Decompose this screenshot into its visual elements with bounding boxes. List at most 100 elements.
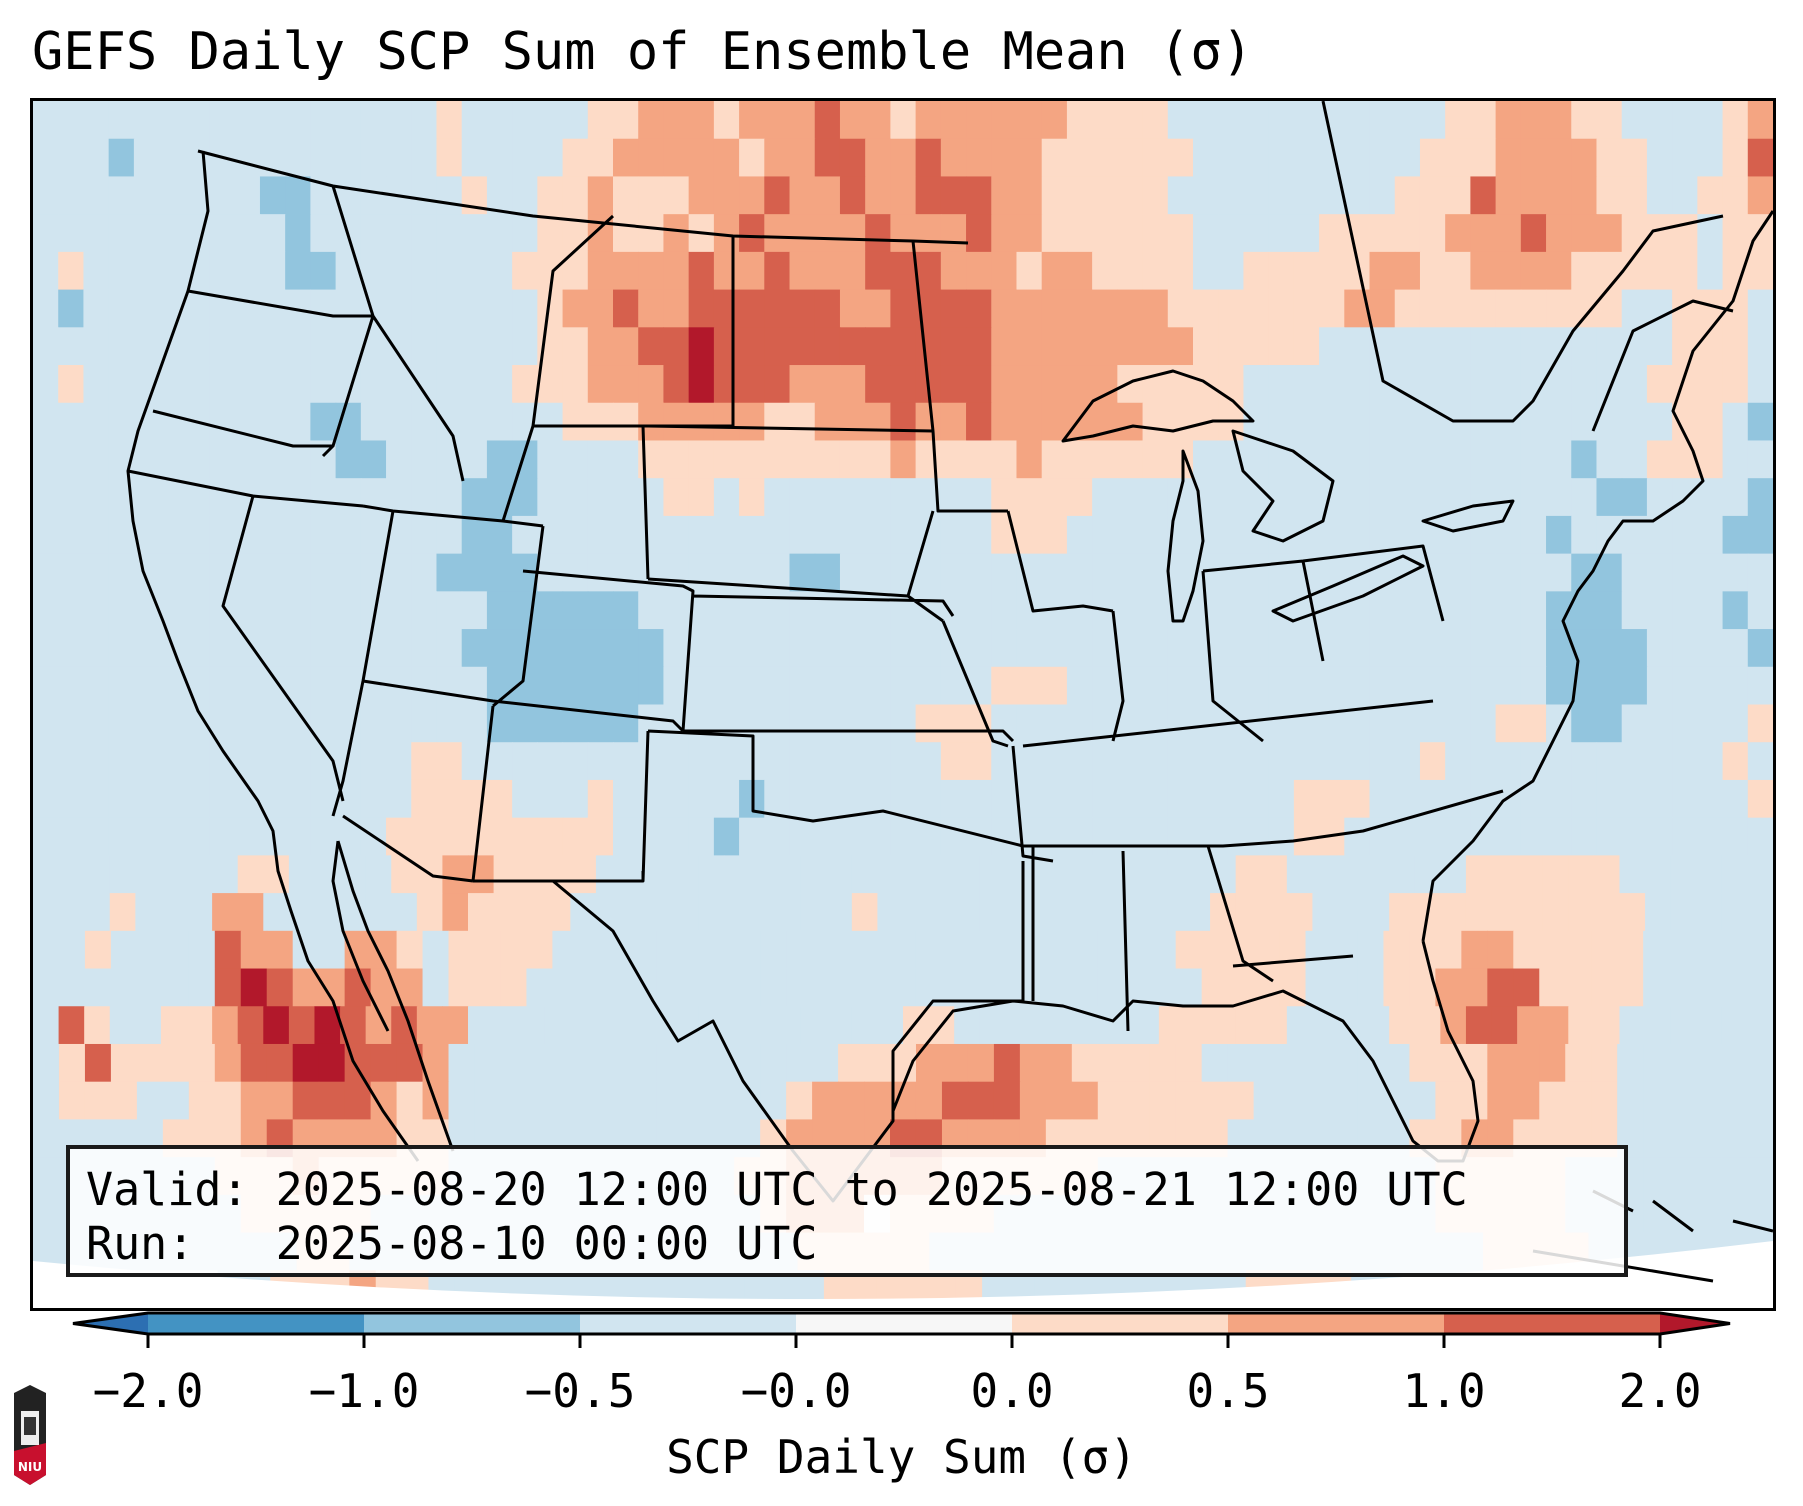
grid-cell	[775, 855, 802, 894]
grid-cell	[486, 553, 513, 592]
grid-cell	[587, 440, 614, 479]
grid-cell	[1243, 138, 1270, 178]
grid-cell	[58, 817, 85, 856]
grid-cell	[1722, 402, 1749, 442]
grid-cell	[537, 440, 564, 479]
grid-cell	[839, 742, 866, 781]
grid-cell	[786, 930, 813, 970]
grid-cell	[1495, 629, 1522, 668]
grid-cell	[184, 327, 211, 366]
grid-cell	[240, 968, 268, 1007]
grid-cell	[1319, 251, 1345, 291]
grid-cell	[713, 176, 740, 215]
grid-cell	[209, 779, 236, 819]
grid-cell	[1491, 855, 1518, 894]
grid-cell	[764, 402, 791, 442]
grid-cell	[259, 402, 286, 442]
grid-cell	[486, 779, 513, 819]
grid-cell	[1520, 251, 1547, 291]
grid-cell	[1747, 478, 1773, 517]
grid-cell	[58, 289, 85, 328]
grid-cell	[108, 779, 135, 819]
grid-cell	[966, 251, 992, 291]
grid-cell	[1268, 402, 1295, 442]
grid-cell	[1117, 515, 1144, 555]
grid-cell	[1643, 930, 1670, 970]
grid-cell	[335, 138, 362, 178]
grid-cell	[335, 591, 362, 630]
grid-cell	[416, 1006, 444, 1045]
grid-cell	[865, 138, 891, 178]
grid-cell	[486, 365, 513, 404]
grid-cell	[1175, 930, 1203, 970]
grid-cell	[411, 742, 438, 781]
grid-cell	[1721, 930, 1748, 970]
grid-cell	[436, 779, 463, 819]
grid-cell	[814, 176, 841, 215]
grid-cell	[411, 440, 438, 479]
grid-cell	[1596, 742, 1623, 781]
grid-cell	[1445, 553, 1471, 592]
grid-cell	[682, 930, 709, 970]
grid-cell	[1357, 930, 1385, 970]
grid-cell	[386, 289, 412, 328]
grid-cell	[839, 779, 866, 819]
grid-cell	[288, 855, 316, 894]
grid-cell	[1621, 779, 1648, 819]
grid-cell	[562, 289, 589, 328]
grid-cell	[1016, 327, 1043, 366]
grid-cell	[1293, 214, 1320, 253]
grid-cell	[1721, 1157, 1748, 1196]
grid-cell	[764, 327, 791, 366]
grid-cell	[1293, 327, 1320, 366]
grid-cell	[890, 365, 917, 404]
grid-cell	[1243, 666, 1270, 706]
grid-cell	[814, 440, 841, 479]
grid-cell	[1539, 968, 1566, 1007]
grid-cell	[159, 553, 185, 592]
grid-cell	[663, 591, 690, 630]
grid-cell	[613, 289, 639, 328]
grid-cell	[1218, 817, 1245, 856]
grid-cell	[1591, 968, 1618, 1007]
grid-cell	[1293, 402, 1320, 442]
grid-cell	[1419, 365, 1446, 404]
grid-cell	[1445, 779, 1471, 819]
grid-cell	[1747, 1119, 1773, 1158]
grid-cell	[1066, 478, 1093, 517]
grid-cell	[1041, 817, 1068, 856]
grid-cell	[789, 214, 816, 253]
grid-cell	[512, 327, 538, 366]
grid-cell	[411, 779, 438, 819]
grid-cell	[562, 515, 589, 555]
grid-cell	[739, 365, 765, 404]
grid-cell	[474, 1081, 502, 1121]
grid-cell	[890, 402, 917, 442]
grid-cell	[133, 704, 160, 743]
grid-cell	[259, 251, 286, 291]
grid-cell	[310, 478, 337, 517]
grid-cell	[1369, 591, 1396, 630]
grid-cell	[1596, 817, 1623, 856]
grid-cell	[162, 968, 190, 1007]
grid-cell	[688, 553, 715, 592]
grid-cell	[587, 365, 614, 404]
grid-cell	[764, 704, 791, 743]
grid-cell	[1596, 515, 1623, 555]
grid-cell	[621, 1006, 648, 1045]
grid-cell	[335, 327, 362, 366]
grid-cell	[108, 402, 135, 442]
grid-cell	[83, 289, 110, 328]
grid-cell	[1235, 1006, 1262, 1045]
grid-cell	[411, 666, 438, 706]
grid-cell	[335, 629, 362, 668]
grid-cell	[1389, 1006, 1416, 1045]
grid-cell	[519, 855, 546, 894]
grid-cell	[1344, 327, 1371, 366]
grid-cell	[500, 1081, 528, 1121]
grid-cell	[411, 101, 438, 140]
grid-cell	[83, 251, 110, 291]
grid-cell	[1747, 1081, 1773, 1121]
grid-cell	[1142, 629, 1169, 668]
grid-cell	[1419, 440, 1446, 479]
